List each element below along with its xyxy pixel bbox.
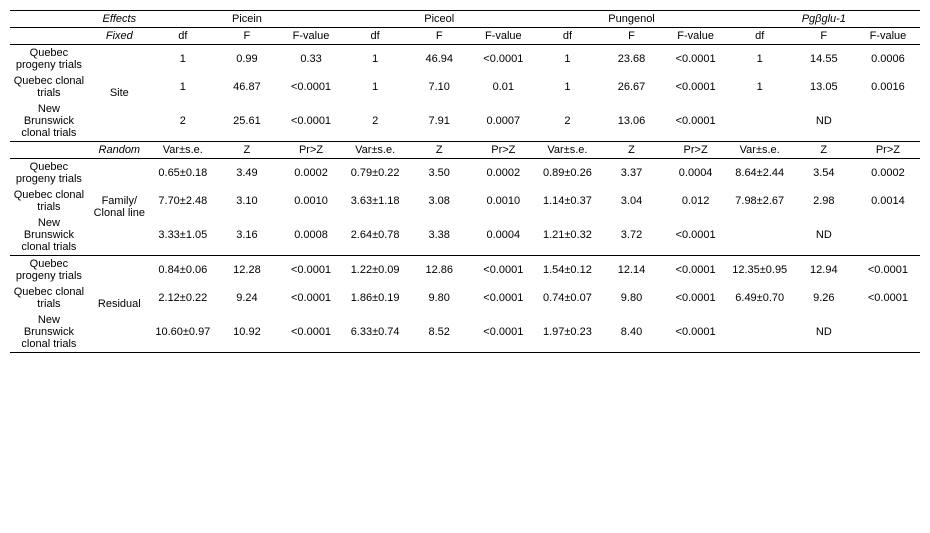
trial-label: Quebec progeny trials <box>10 159 88 188</box>
header-piceol: Piceol <box>343 11 535 28</box>
stats-table: Effects Picein Piceol Pungenol Pgβglu-1 … <box>10 10 920 353</box>
header-effects: Effects <box>88 11 151 28</box>
trial-label: Quebec progeny trials <box>10 45 88 74</box>
col-prz: Pr>Z <box>279 142 343 159</box>
trial-label: New Brunswick clonal trials <box>10 101 88 142</box>
nd-value: ND <box>728 312 920 353</box>
trial-label: Quebec clonal trials <box>10 187 88 215</box>
header-pungenol: Pungenol <box>535 11 727 28</box>
table-row: Quebec progeny trials Residual 0.84±0.06… <box>10 256 920 285</box>
col-fvalue: F-value <box>279 28 343 45</box>
table-row: Quebec progeny trials Family/ Clonal lin… <box>10 159 920 188</box>
effect-residual: Residual <box>88 256 151 353</box>
effect-family: Family/ Clonal line <box>88 159 151 256</box>
trial-label: Quebec clonal trials <box>10 73 88 101</box>
trial-label: Quebec clonal trials <box>10 284 88 312</box>
header-random: Random <box>88 142 151 159</box>
col-varse: Var±s.e. <box>151 142 215 159</box>
header-fixed: Fixed <box>88 28 151 45</box>
table-row: Quebec progeny trials Site 10.990.33 146… <box>10 45 920 74</box>
trial-label: New Brunswick clonal trials <box>10 312 88 353</box>
trial-label: New Brunswick clonal trials <box>10 215 88 256</box>
col-df: df <box>151 28 215 45</box>
header-picein: Picein <box>151 11 343 28</box>
nd-value: ND <box>728 215 920 256</box>
effect-site: Site <box>88 45 151 142</box>
trial-label: Quebec progeny trials <box>10 256 88 285</box>
nd-value: ND <box>728 101 920 142</box>
header-pgbglu: Pgβglu-1 <box>728 11 920 28</box>
col-f: F <box>215 28 279 45</box>
col-z: Z <box>215 142 279 159</box>
